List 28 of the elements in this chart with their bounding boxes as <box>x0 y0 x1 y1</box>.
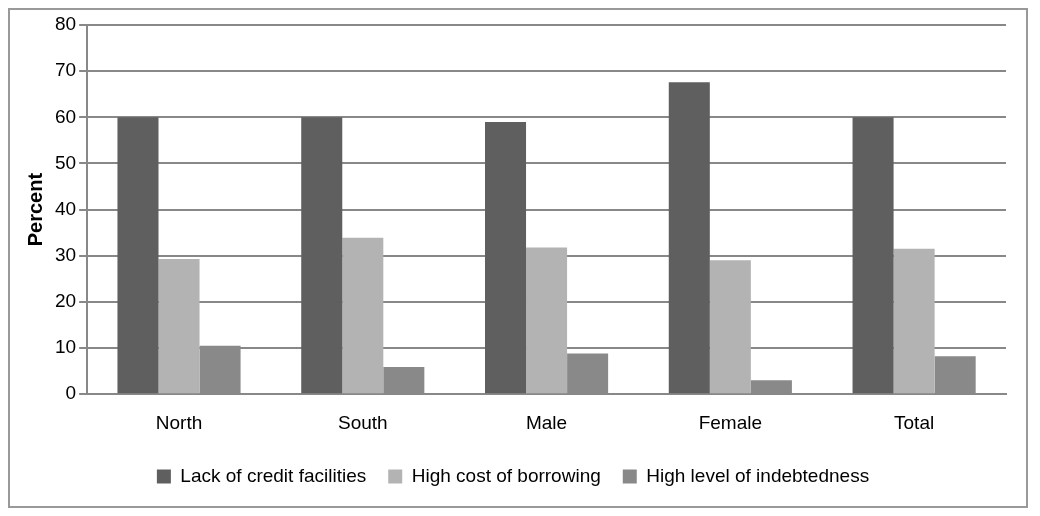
x-tick-label: South <box>337 411 388 433</box>
x-tick-label: North <box>155 411 203 433</box>
bar <box>893 248 935 394</box>
y-tick-label: 0 <box>65 382 77 404</box>
bar <box>342 237 384 394</box>
bar <box>852 117 894 394</box>
y-tick-label: 50 <box>54 151 77 173</box>
y-tick-label: 80 <box>54 13 77 35</box>
bar <box>301 117 343 394</box>
y-axis-title: Percent <box>23 172 46 247</box>
bar <box>526 247 568 394</box>
x-tick-label: Male <box>525 411 568 433</box>
legend-label: Lack of credit facilities <box>180 464 367 486</box>
bar <box>709 260 751 394</box>
x-tick-label: Total <box>894 411 935 433</box>
y-tick-label: 60 <box>54 105 77 127</box>
legend-label: High cost of borrowing <box>411 464 601 486</box>
bar <box>158 258 200 394</box>
x-tick-label: Female <box>698 411 763 433</box>
y-tick-label: 30 <box>54 243 77 265</box>
bar <box>485 121 527 394</box>
y-tick-label: 40 <box>54 197 77 219</box>
bar <box>117 117 159 394</box>
legend-label: High level of indebtedness <box>646 464 870 486</box>
y-tick-label: 70 <box>54 59 77 81</box>
bar <box>668 82 710 394</box>
y-tick-label: 10 <box>54 336 77 358</box>
y-tick-label: 20 <box>54 290 77 312</box>
